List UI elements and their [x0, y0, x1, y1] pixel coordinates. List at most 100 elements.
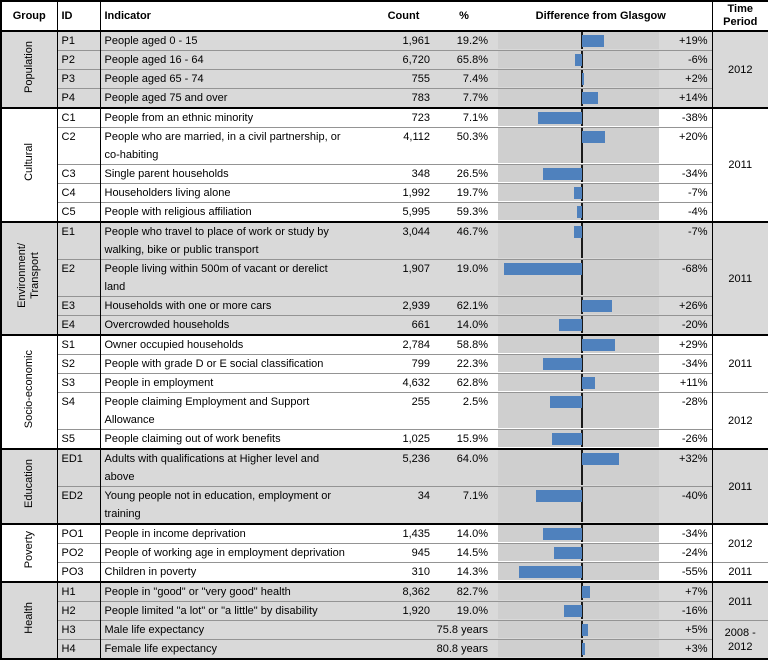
header-row: Group ID Indicator Count % Difference fr…	[1, 1, 768, 32]
count-cell: 310	[369, 562, 438, 582]
diff-label: -55%	[681, 566, 708, 578]
count-cell: 80.8 years	[369, 639, 490, 659]
count-cell: 255	[369, 392, 438, 430]
count-cell: 348	[369, 164, 438, 184]
pct-cell: 46.7%	[438, 221, 490, 260]
diff-bar	[552, 433, 582, 445]
indicator-cell: Young people not in education, employmen…	[100, 486, 369, 524]
indicator-cell: People in "good" or "very good" health	[100, 581, 369, 602]
chart-cell: +20%	[490, 127, 713, 165]
count-cell: 1,992	[369, 183, 438, 203]
diff-label: -28%	[681, 396, 708, 408]
diff-band	[498, 128, 659, 163]
count-cell: 1,435	[369, 523, 438, 544]
diff-axis	[581, 544, 583, 561]
diff-label: +19%	[679, 35, 708, 47]
id-cell: H2	[57, 601, 101, 621]
table-row: C3 Single parent households 348 26.5% -34%	[1, 164, 768, 184]
count-cell: 4,112	[369, 127, 438, 165]
group-label: Poverty	[22, 531, 35, 569]
table-row: Cultural C1 People from an ethnic minority…	[1, 107, 768, 222]
pct-cell: 50.3%	[438, 127, 490, 165]
count-cell: 755	[369, 69, 438, 89]
group-cell: Population	[1, 30, 58, 108]
diff-band	[498, 374, 659, 391]
diff-label: -26%	[681, 433, 708, 445]
chart-cell: +7%	[490, 581, 713, 602]
indicator-cell: Adults with qualifications at Higher lev…	[100, 448, 369, 487]
diff-axis	[581, 450, 583, 485]
diff-chart: -6%	[490, 51, 711, 68]
count-cell: 1,907	[369, 259, 438, 297]
id-cell: PO1	[57, 523, 101, 544]
count-cell: 4,632	[369, 373, 438, 393]
table-row: Socio-economic S1 Owner occupied household…	[1, 334, 768, 449]
table-row: H2 People limited "a lot" or "a little" b…	[1, 601, 768, 621]
diff-chart: +32%	[490, 450, 711, 485]
diff-band	[498, 640, 659, 657]
diff-bar	[538, 112, 582, 124]
diff-bar	[554, 547, 582, 559]
diff-chart: -40%	[490, 487, 711, 522]
indicator-cell: People with grade D or E social classifi…	[100, 354, 369, 374]
group-cell: Socio-economic	[1, 334, 58, 449]
id-cell: E1	[57, 221, 101, 260]
indicator-cell: Overcrowded households	[100, 315, 369, 335]
chart-cell: -26%	[490, 429, 713, 449]
pct-cell: 15.9%	[438, 429, 490, 449]
count-cell: 945	[369, 543, 438, 563]
table-row: PO2 People of working age in employment d…	[1, 543, 768, 563]
diff-axis	[581, 430, 583, 447]
diff-bar	[582, 339, 616, 351]
pct-cell: 64.0%	[438, 448, 490, 487]
pct-cell: 7.4%	[438, 69, 490, 89]
diff-band	[498, 297, 659, 314]
table-row: PO3 Children in poverty 310 14.3% -55% 2011	[1, 562, 768, 582]
diff-label: -40%	[681, 490, 708, 502]
table-row: H3 Male life expectancy 75.8 years +5% 2008 …	[1, 620, 768, 659]
diff-axis	[581, 393, 583, 428]
diff-chart: +2%	[490, 70, 711, 87]
diff-bar	[582, 453, 619, 465]
diff-chart: +3%	[490, 640, 711, 657]
chart-cell: -34%	[490, 523, 713, 544]
chart-cell: -68%	[490, 259, 713, 297]
indicator-cell: People who travel to place of work or st…	[100, 221, 369, 260]
diff-label: -7%	[687, 187, 708, 199]
table-row: Population P1 People aged 0 - 15 1,961 19.2%…	[1, 30, 768, 108]
chart-cell: -24%	[490, 543, 713, 563]
id-cell: PO2	[57, 543, 101, 563]
chart-cell: -55%	[490, 562, 713, 582]
pct-cell: 82.7%	[438, 581, 490, 602]
id-cell: E2	[57, 259, 101, 297]
count-cell: 723	[369, 107, 438, 128]
diff-axis	[581, 563, 583, 580]
id-cell: P3	[57, 69, 101, 89]
id-cell: C2	[57, 127, 101, 165]
indicator-cell: People claiming out of work benefits	[100, 429, 369, 449]
count-cell: 1,025	[369, 429, 438, 449]
table-body: Population P1 People aged 0 - 15 1,961 19.2%…	[1, 30, 768, 659]
id-cell: C5	[57, 202, 101, 222]
pct-cell: 14.3%	[438, 562, 490, 582]
group-label: Environment/ Transport	[16, 243, 42, 308]
table-row: P3 People aged 65 - 74 755 7.4% +2%	[1, 69, 768, 89]
pct-cell: 19.0%	[438, 601, 490, 621]
table-row: S2 People with grade D or E social classi…	[1, 354, 768, 374]
table-row: E2 People living within 500m of vacant or…	[1, 259, 768, 297]
diff-axis	[581, 51, 583, 68]
table-row: Environment/ Transport E1 People who trave…	[1, 221, 768, 335]
count-cell: 5,995	[369, 202, 438, 222]
chart-cell: -28%	[490, 392, 713, 430]
id-cell: C1	[57, 107, 101, 128]
header-percent: %	[438, 1, 490, 32]
chart-cell: -6%	[490, 50, 713, 70]
pct-cell: 59.3%	[438, 202, 490, 222]
table-row: S5 People claiming out of work benefits 1,…	[1, 429, 768, 449]
diff-bar	[503, 263, 582, 275]
id-cell: H3	[57, 620, 101, 640]
diff-label: +20%	[679, 131, 708, 143]
table-row: Education ED1 Adults with qualifications a…	[1, 448, 768, 524]
pct-cell: 7.1%	[438, 107, 490, 128]
diff-chart: +7%	[490, 583, 711, 600]
